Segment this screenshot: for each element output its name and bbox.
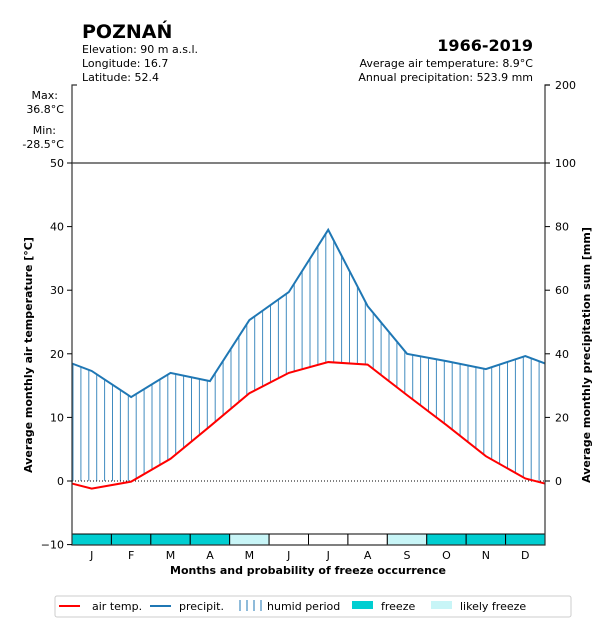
- y-tick-label: 40: [50, 221, 64, 234]
- legend-precip: precipit.: [179, 600, 224, 613]
- legend-temp: air temp.: [92, 600, 142, 613]
- month-label: F: [128, 549, 134, 562]
- avg-temp: Average air temperature: 8.9°C: [359, 57, 533, 70]
- freeze-cell-M: [229, 533, 270, 546]
- y-right-tick-label: 60: [555, 284, 569, 297]
- freeze-cell-A: [347, 533, 388, 546]
- month-label: N: [482, 549, 490, 562]
- annual-precip: Annual precipitation: 523.9 mm: [358, 71, 533, 84]
- freeze-cell-J: [268, 533, 310, 546]
- min-value: -28.5°C: [22, 138, 64, 151]
- y-right-tick-label: 80: [555, 221, 569, 234]
- max-label: Max:: [32, 89, 58, 102]
- freeze-cell-J: [308, 533, 349, 546]
- month-label: D: [521, 549, 529, 562]
- month-label: J: [326, 549, 330, 562]
- legend-likely-swatch: [431, 601, 452, 609]
- y-axis-label-right: Average monthly precipitation sum [mm]: [580, 227, 593, 483]
- freeze-cell-F: [110, 533, 152, 546]
- legend-likely: likely freeze: [460, 600, 526, 613]
- freeze-cell-D: [505, 533, 546, 546]
- y-right-tick-label: 0: [555, 475, 562, 488]
- plot-frame: [71, 84, 550, 546]
- y-right-tick-label: 200: [555, 79, 576, 92]
- latitude: Latitude: 52.4: [82, 71, 159, 84]
- y-tick-label: −10: [41, 539, 64, 552]
- month-label: J: [286, 549, 290, 562]
- legend-freeze: freeze: [381, 600, 415, 613]
- month-label: O: [442, 549, 451, 562]
- y-tick-label: 50: [50, 157, 64, 170]
- y-right-tick-label: 40: [555, 348, 569, 361]
- y-tick-label: 10: [50, 411, 64, 424]
- min-label: Min:: [33, 124, 56, 137]
- x-axis-label: Months and probability of freeze occurre…: [170, 564, 446, 577]
- y-right-tick-label: 20: [555, 411, 569, 424]
- month-label: M: [245, 549, 255, 562]
- station-title: POZNAŃ: [82, 20, 172, 43]
- month-label: M: [166, 549, 176, 562]
- legend-humid-swatch: [239, 600, 262, 611]
- month-label: A: [206, 549, 214, 562]
- y-right-tick-label: 100: [555, 157, 576, 170]
- freeze-cell-O: [426, 533, 467, 546]
- temp-line: [71, 361, 546, 490]
- legend-freeze-swatch: [352, 601, 373, 609]
- freeze-cell-M: [150, 533, 191, 546]
- y-tick-label: 30: [50, 284, 64, 297]
- freeze-cell-A: [189, 533, 231, 546]
- max-value: 36.8°C: [26, 103, 64, 116]
- precip-line: [71, 227, 546, 399]
- elevation: Elevation: 90 m a.s.l.: [82, 43, 198, 56]
- month-label: A: [364, 549, 372, 562]
- month-label: S: [404, 549, 411, 562]
- legend-humid: humid period: [267, 600, 340, 613]
- y-axis-label: Average monthly air temperature [°C]: [22, 237, 35, 473]
- y-tick-label: 20: [50, 348, 64, 361]
- month-label: J: [89, 549, 93, 562]
- period: 1966-2019: [437, 36, 533, 55]
- freeze-cell-J: [71, 533, 112, 546]
- y-tick-label: 0: [57, 475, 64, 488]
- longitude: Longitude: 16.7: [82, 57, 168, 70]
- freeze-cell-S: [386, 533, 428, 546]
- freeze-cell-N: [465, 533, 507, 546]
- legend: air temp. precipit. humid period freeze …: [54, 595, 572, 618]
